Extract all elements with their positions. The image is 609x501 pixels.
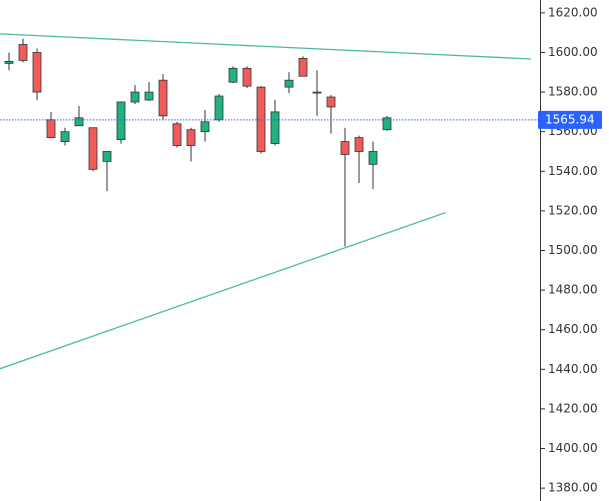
candle-body: [74, 117, 84, 127]
y-tick-label: 1620.00: [548, 5, 598, 19]
candle-body: [284, 79, 294, 88]
y-tick-label: 1520.00: [548, 203, 598, 217]
candle-body: [102, 151, 112, 162]
candle-body: [116, 101, 126, 141]
trendline: [0, 211, 447, 370]
candle-body: [4, 60, 14, 64]
y-tick-label: 1440.00: [548, 362, 598, 376]
candle-body: [270, 111, 280, 144]
candle-body: [298, 58, 308, 77]
candle-body: [382, 117, 392, 131]
y-tick-label: 1580.00: [548, 85, 598, 99]
candle-body: [256, 86, 266, 152]
candle-body: [172, 123, 182, 146]
candle-body: [340, 141, 350, 155]
candle-body: [46, 119, 56, 139]
candle-body: [130, 91, 140, 103]
candle-body: [158, 79, 168, 117]
y-tick-label: 1460.00: [548, 322, 598, 336]
trendline: [0, 33, 532, 60]
y-tick-label: 1420.00: [548, 401, 598, 415]
candle-body: [32, 52, 42, 93]
candle-body: [200, 121, 210, 133]
y-tick-label: 1380.00: [548, 481, 598, 495]
candle-body: [214, 95, 224, 121]
candle-body: [312, 91, 322, 94]
y-tick-label: 1500.00: [548, 243, 598, 257]
candle-body: [186, 129, 196, 146]
candle-body: [18, 44, 28, 61]
candle-body: [88, 127, 98, 170]
last-price-label: 1565.94: [545, 112, 595, 126]
candle-body: [144, 91, 154, 101]
y-tick-label: 1600.00: [548, 45, 598, 59]
candle-body: [368, 151, 378, 165]
candle-body: [326, 96, 336, 108]
candle-body: [60, 131, 70, 142]
candle-body: [354, 137, 364, 152]
last-price-box: [538, 110, 602, 129]
candle-body: [228, 67, 238, 83]
y-tick-label: 1400.00: [548, 441, 598, 455]
candle-body: [242, 67, 252, 87]
y-tick-label: 1480.00: [548, 283, 598, 297]
y-tick-label: 1540.00: [548, 164, 598, 178]
